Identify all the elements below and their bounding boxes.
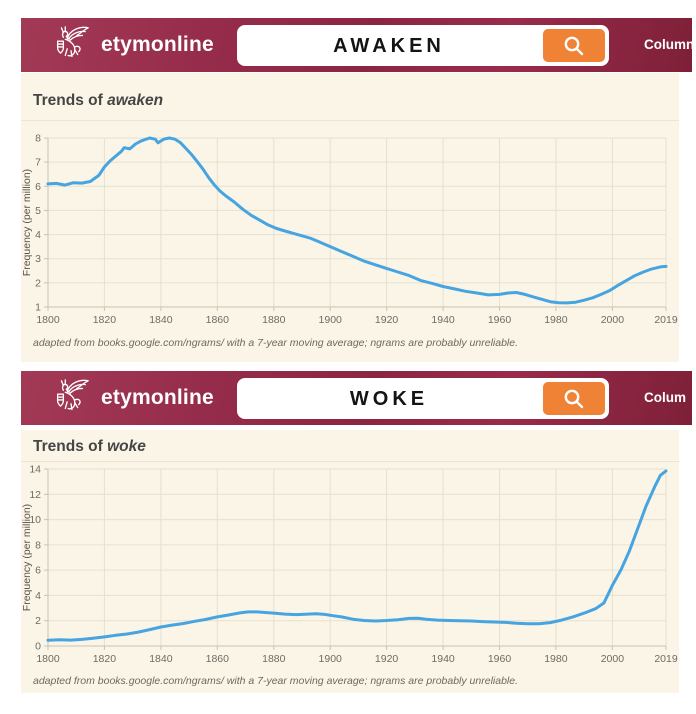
svg-text:6: 6 [35,181,41,193]
brand-wordmark: etymonline [101,386,214,409]
chart-footnote: adapted from books.google.com/ngrams/ wi… [33,675,519,687]
svg-text:1840: 1840 [149,653,173,665]
search-input[interactable] [237,378,541,421]
svg-text:10: 10 [29,514,41,526]
svg-text:6: 6 [35,565,41,577]
svg-text:0: 0 [35,641,41,653]
svg-text:1980: 1980 [544,653,568,665]
svg-text:2019: 2019 [654,314,678,326]
griffin-logo-icon [56,26,89,58]
magnifier-icon [564,389,584,408]
svg-text:5: 5 [35,205,41,217]
svg-text:1860: 1860 [206,653,230,665]
svg-text:1920: 1920 [375,653,399,665]
svg-text:8: 8 [35,539,41,551]
trends-title-word: awaken [107,92,164,109]
trends-card: Trends of awaken 1 2 3 4 5 6 7 8 1800 1820 1840 186… [21,73,679,362]
svg-text:1960: 1960 [488,314,512,326]
magnifier-icon [564,36,584,55]
svg-text:7: 7 [35,157,41,169]
trends-line-chart: 0 2 4 6 8 10 12 14 1800 1820 1840 1860 1880 1900 1920 1… [21,464,678,666]
svg-text:4: 4 [35,590,41,602]
svg-text:8: 8 [35,133,41,145]
header-bar: etymonline Column [21,18,692,72]
etymonline-logo[interactable]: etymonline [48,24,214,66]
search-button[interactable] [541,380,607,417]
search-box [237,378,609,421]
header-bar: etymonline Colum [21,371,692,425]
svg-text:1880: 1880 [262,314,286,326]
svg-text:1960: 1960 [488,653,512,665]
trends-title-prefix: Trends of [33,438,108,455]
trends-line-chart: 1 2 3 4 5 6 7 8 1800 1820 1840 1860 1880 1900 1920 1940… [21,133,678,327]
svg-text:1980: 1980 [544,314,568,326]
search-input[interactable] [237,25,541,68]
svg-text:1860: 1860 [206,314,230,326]
brand-wordmark: etymonline [101,33,214,56]
svg-text:Frequency (per million): Frequency (per million) [21,169,33,276]
svg-text:2000: 2000 [601,314,625,326]
svg-text:1: 1 [35,302,41,314]
svg-text:3: 3 [35,253,41,265]
svg-text:1920: 1920 [375,314,399,326]
svg-text:2000: 2000 [601,653,625,665]
chart-footnote: adapted from books.google.com/ngrams/ wi… [33,337,519,349]
trends-title: Trends of woke [21,430,679,462]
etymonline-logo[interactable]: etymonline [48,377,214,419]
svg-text:2: 2 [35,615,41,627]
search-box [237,25,609,68]
nav-item-columns[interactable]: Column [644,37,692,52]
svg-text:1880: 1880 [262,653,286,665]
svg-text:1800: 1800 [36,653,60,665]
svg-text:2019: 2019 [654,653,678,665]
search-button[interactable] [541,27,607,64]
svg-text:1800: 1800 [36,314,60,326]
svg-text:4: 4 [35,229,41,241]
svg-text:1820: 1820 [93,653,117,665]
nav-item-columns[interactable]: Colum [644,390,686,405]
griffin-logo-icon [56,379,89,411]
svg-text:1900: 1900 [319,653,343,665]
trends-title-word: woke [107,438,146,455]
trends-title: Trends of awaken [21,73,679,121]
svg-text:1820: 1820 [93,314,117,326]
trends-card: Trends of woke 0 2 4 6 8 10 12 14 1800 1820 1840 18… [21,430,679,693]
svg-text:2: 2 [35,277,41,289]
svg-text:12: 12 [29,489,41,501]
svg-text:1940: 1940 [431,653,455,665]
svg-text:1840: 1840 [149,314,173,326]
svg-text:1940: 1940 [431,314,455,326]
svg-text:14: 14 [29,464,41,476]
svg-text:1900: 1900 [319,314,343,326]
trends-title-prefix: Trends of [33,92,108,109]
svg-text:Frequency (per million): Frequency (per million) [21,504,33,611]
